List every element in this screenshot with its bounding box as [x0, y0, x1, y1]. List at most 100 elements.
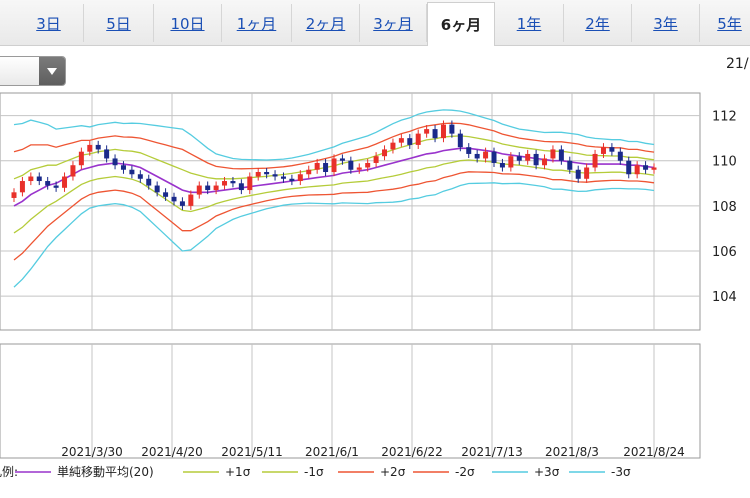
- candle-body: [348, 160, 354, 170]
- date-header: 21/: [726, 56, 749, 72]
- candle-body: [171, 196, 177, 202]
- tab-0[interactable]: 3日: [14, 4, 84, 42]
- candle-body: [499, 162, 505, 168]
- candle-body: [449, 124, 455, 134]
- chart-type-select[interactable]: [0, 56, 66, 86]
- period-tab-bar: 3日 5日 10日 1ヶ月 2ヶ月 3ヶ月 6ヶ月 1年 2年 3年 5年: [0, 0, 750, 46]
- candle-body: [525, 153, 531, 161]
- candle-body: [365, 162, 371, 168]
- x-tick-label: 2021/8/3: [545, 445, 599, 459]
- x-tick-label: 2021/3/30: [61, 445, 123, 459]
- minus-3-sigma-line: [13, 182, 655, 288]
- candle-body: [609, 147, 615, 152]
- candle-body: [533, 153, 539, 166]
- candle-body: [45, 181, 51, 186]
- candle-body: [78, 151, 84, 166]
- candle-body: [146, 178, 152, 186]
- candle-body: [112, 158, 118, 166]
- candle-body: [238, 183, 244, 191]
- legend-label: -2σ: [455, 465, 475, 479]
- volume-panel: [0, 343, 701, 459]
- candle-body: [104, 149, 110, 159]
- candle-body: [213, 185, 219, 191]
- candle-body: [11, 192, 17, 198]
- candle-body: [280, 176, 286, 179]
- candle-body: [575, 169, 581, 179]
- candle-body: [398, 138, 404, 143]
- candle-body: [339, 158, 345, 161]
- candle-body: [651, 167, 657, 170]
- candle-body: [432, 129, 438, 139]
- candle-body: [550, 149, 556, 159]
- tab-9[interactable]: 3年: [632, 4, 700, 42]
- candle-body: [205, 185, 211, 191]
- candle-body: [483, 151, 489, 159]
- candle-body: [154, 185, 160, 193]
- candle-body: [95, 144, 101, 150]
- price-panel: [0, 92, 701, 331]
- tab-4[interactable]: 2ヶ月: [292, 4, 360, 42]
- candle-body: [474, 153, 480, 159]
- minus-2-sigma-line: [13, 171, 655, 261]
- candle-body: [508, 156, 514, 168]
- candle-body: [558, 149, 564, 161]
- candle-body: [516, 156, 522, 161]
- candle-body: [264, 172, 270, 175]
- candle-body: [87, 144, 93, 152]
- candle-body: [70, 165, 76, 177]
- tab-1[interactable]: 5日: [84, 4, 154, 42]
- tab-8[interactable]: 2年: [564, 4, 632, 42]
- candle-body: [466, 147, 472, 154]
- candle-body: [297, 174, 303, 182]
- candle-body: [542, 158, 548, 166]
- candle-body: [28, 176, 34, 182]
- candle-body: [424, 129, 430, 134]
- legend-label: +2σ: [380, 465, 406, 479]
- candle-body: [196, 185, 202, 195]
- legend-label: -1σ: [304, 465, 324, 479]
- candle-body: [331, 158, 337, 172]
- candle-body: [440, 124, 446, 139]
- candle-body: [179, 201, 185, 206]
- candle-body: [163, 192, 169, 197]
- candle-body: [62, 176, 68, 188]
- candle-body: [247, 176, 253, 191]
- candle-body: [222, 181, 228, 186]
- candle-body: [120, 165, 126, 170]
- candle-body: [306, 169, 312, 175]
- x-tick-label: 2021/8/24: [623, 445, 685, 459]
- chart-legend: 凡例: 単純移動平均(20) +1σ -1σ +2σ -2σ +3σ -3σ: [0, 465, 631, 479]
- y-tick-label: 110: [712, 155, 737, 170]
- legend-label: 単純移動平均(20): [57, 465, 154, 479]
- tab-3[interactable]: 1ヶ月: [222, 4, 292, 42]
- tab-7[interactable]: 1年: [495, 4, 564, 42]
- candle-body: [314, 162, 320, 170]
- legend-label: +1σ: [225, 465, 251, 479]
- candle-body: [626, 160, 632, 175]
- minus-1-sigma-line: [13, 159, 655, 234]
- chevron-down-icon[interactable]: [39, 57, 65, 85]
- candle-body: [137, 174, 143, 179]
- candle-body: [617, 151, 623, 161]
- tab-5[interactable]: 3ヶ月: [360, 4, 427, 42]
- candle-body: [390, 142, 396, 150]
- y-tick-label: 108: [712, 200, 737, 215]
- candle-body: [600, 147, 606, 154]
- x-tick-label: 2021/6/22: [381, 445, 443, 459]
- candle-body: [230, 181, 236, 184]
- tab-6[interactable]: 6ヶ月: [427, 2, 495, 46]
- candle-body: [272, 174, 278, 177]
- y-tick-label: 106: [712, 245, 737, 260]
- candle-body: [188, 194, 194, 206]
- plus-3-sigma-line: [13, 109, 655, 161]
- legend-prefix: 凡例:: [0, 465, 18, 479]
- tab-2[interactable]: 10日: [154, 4, 222, 42]
- candle-body: [592, 153, 598, 168]
- candle-body: [323, 162, 329, 172]
- candle-body: [373, 156, 379, 163]
- candle-body: [415, 133, 421, 145]
- x-tick-label: 2021/5/11: [221, 445, 283, 459]
- tab-10[interactable]: 5年: [700, 4, 750, 42]
- candle-body: [457, 133, 463, 148]
